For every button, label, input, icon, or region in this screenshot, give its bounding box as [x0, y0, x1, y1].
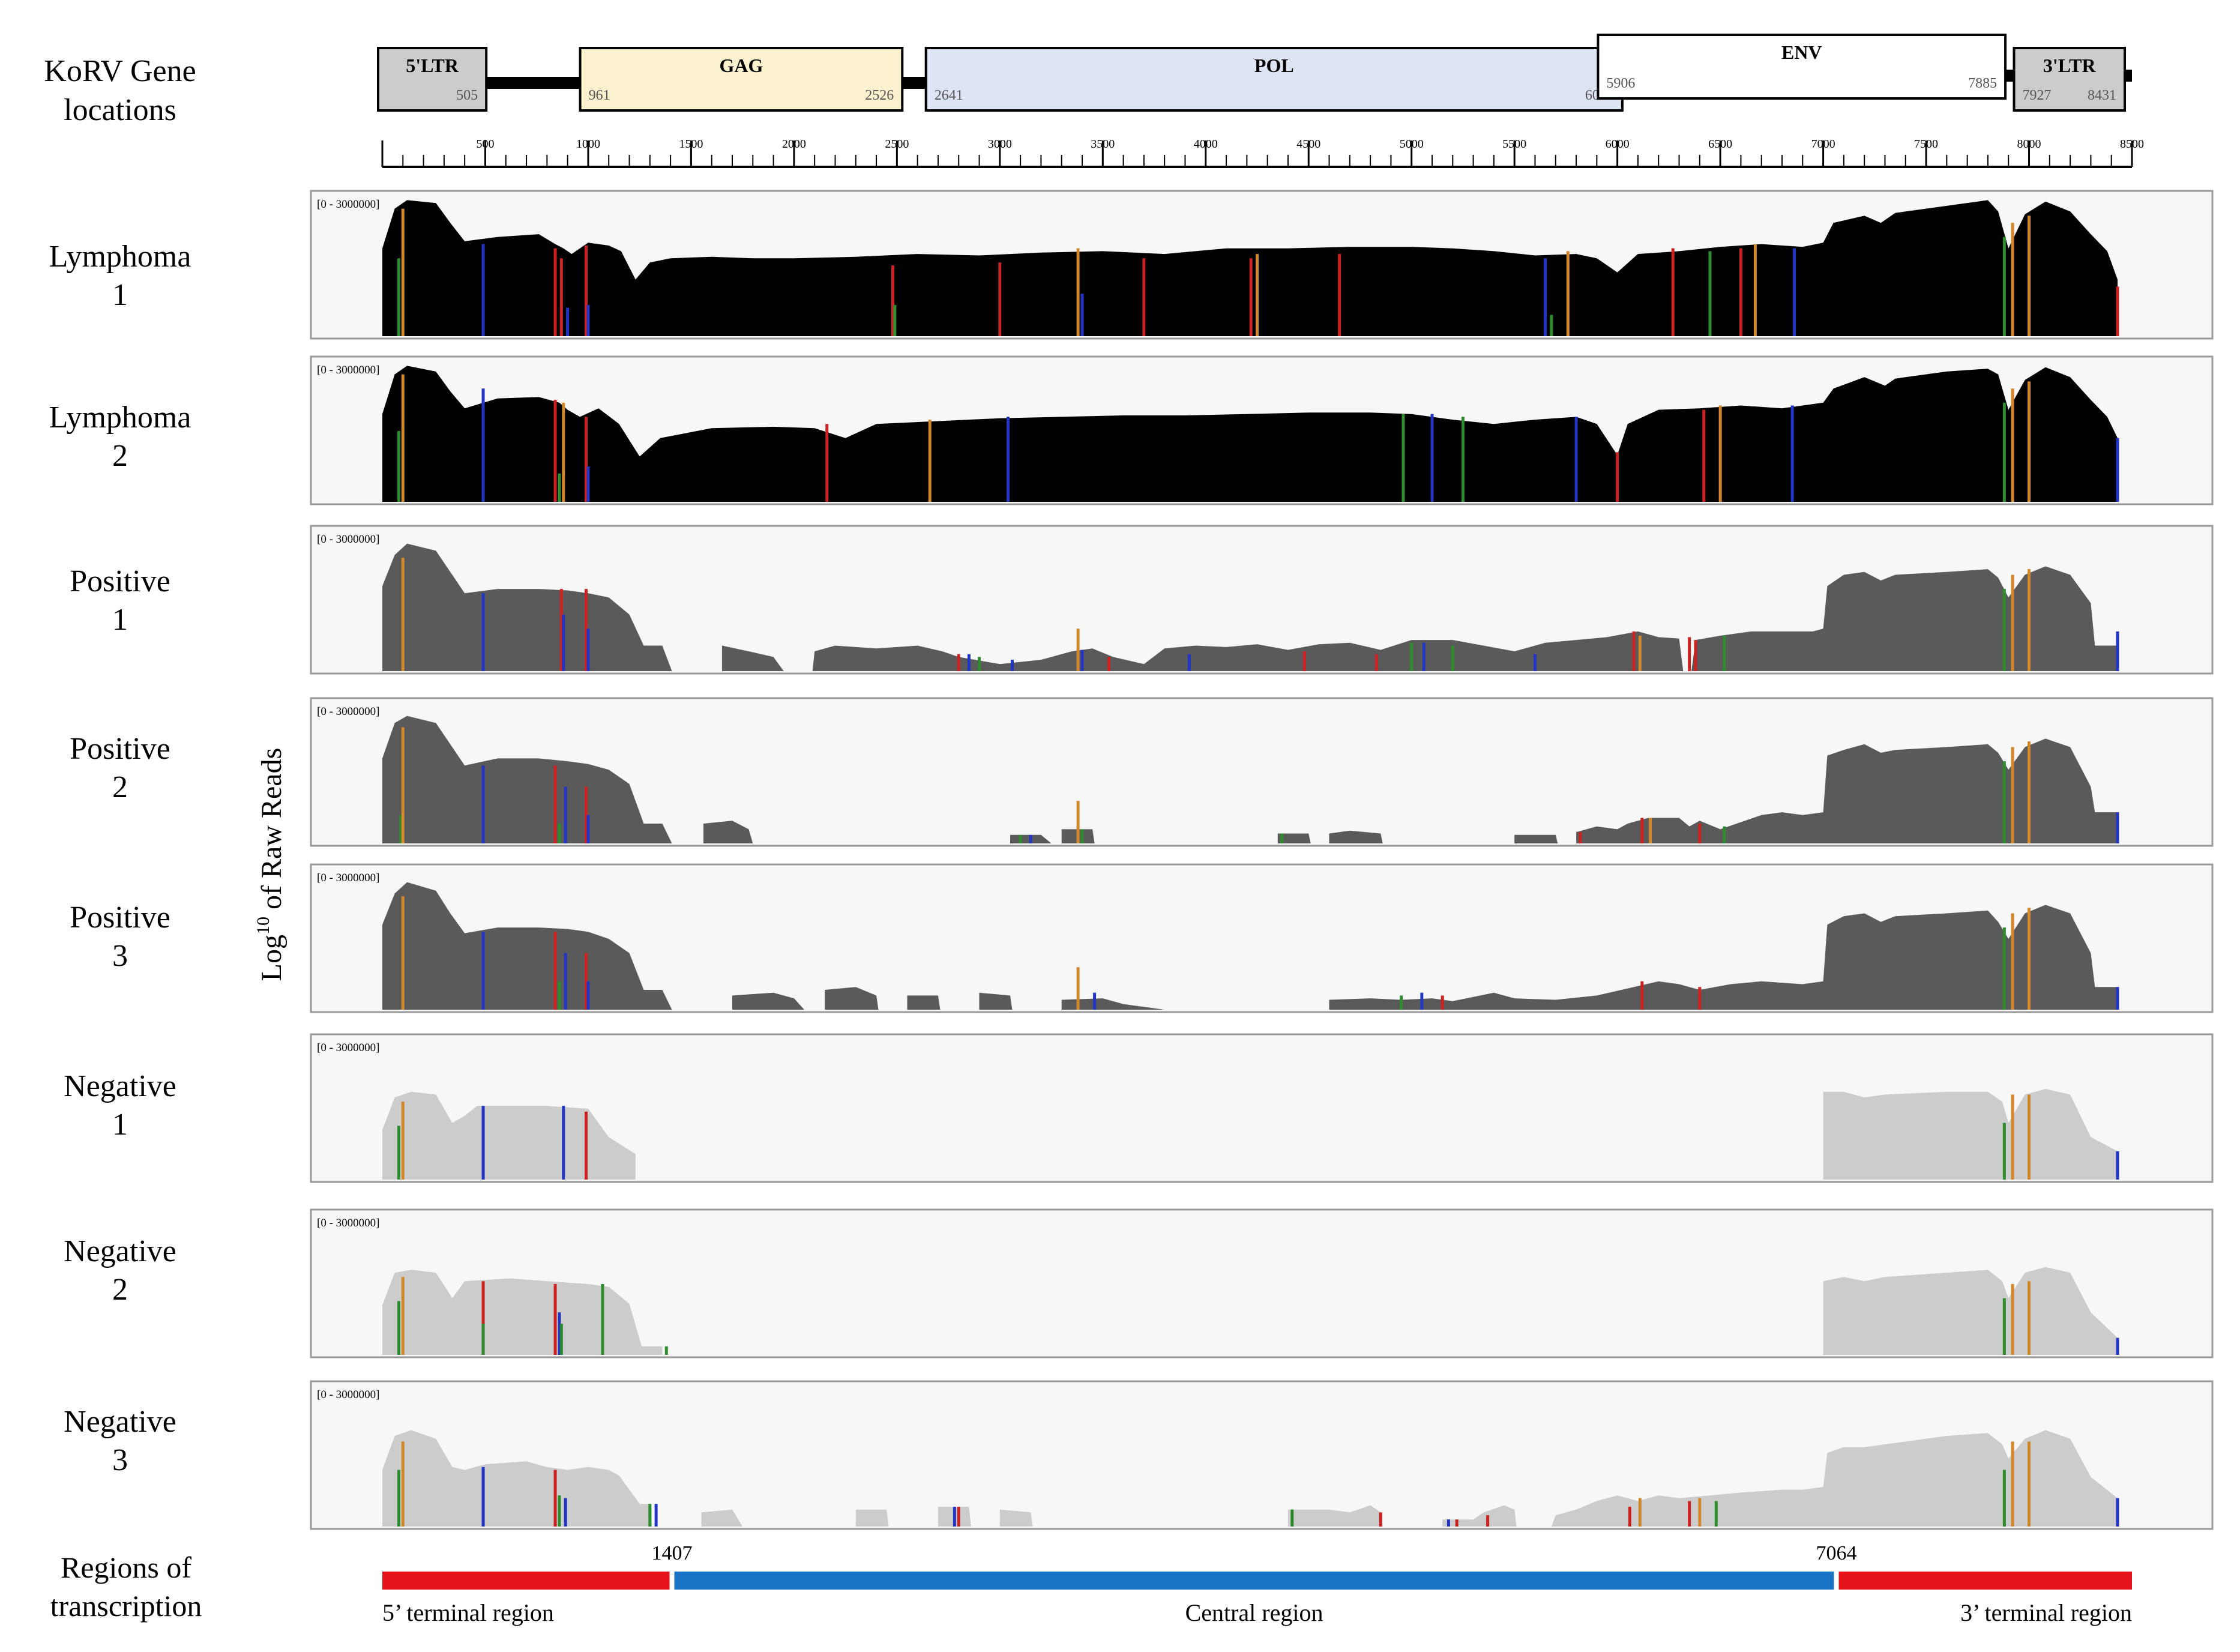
gene-name: 3'LTR [2043, 55, 2097, 76]
region-label: Central region [1185, 1599, 1323, 1626]
position-ruler: 500 1000 1500 2000 2500 3000 3500 4000 4500 5000 5… [381, 137, 2144, 168]
region-label: 3’ terminal region [1960, 1599, 2132, 1626]
track-range-label: [0 - 3000000] [317, 1217, 379, 1229]
transcription-regions: 5’ terminal region Central region 3’ termi… [382, 1542, 2132, 1626]
ruler-tick-label: 5000 [1400, 137, 1424, 151]
track-name-line-1: Positive [70, 564, 170, 598]
gene-box-3ltr [2013, 47, 2126, 112]
gene-start-label: 961 [589, 88, 610, 103]
y-axis-label-prefix: Log [256, 935, 288, 981]
y-axis-label-suffix: of Raw Reads [256, 748, 288, 917]
coverage-area [382, 366, 2118, 502]
region-bar [1838, 1572, 2132, 1590]
track-name-line-2: 3 [112, 939, 128, 973]
ruler-tick-label: 6500 [1708, 137, 1732, 151]
gene-box-5ltr [377, 47, 488, 112]
track-range-label: [0 - 3000000] [317, 198, 379, 211]
ruler-tick-label: 3500 [1091, 137, 1115, 151]
ruler-tick-label: 8500 [2120, 137, 2144, 151]
boundary-label: 7064 [1816, 1542, 1857, 1564]
track-name-line-2: 1 [112, 1108, 128, 1142]
track-range-label: [0 - 3000000] [317, 533, 379, 546]
track-negative-1: [0 - 3000000] Negative 1 [64, 1033, 2214, 1183]
gene-name: POL [1254, 55, 1294, 76]
gene-end-label: 8431 [2088, 88, 2116, 103]
coverage-area [382, 1089, 2118, 1180]
coverage-tracks: [0 - 3000000] Lymphoma 1 [0 - 3000000] Lymph… [49, 190, 2214, 1530]
track-range-label: [0 - 3000000] [317, 1388, 379, 1401]
coverage-area [382, 543, 2118, 671]
coverage-area [382, 1430, 2118, 1527]
ruler-tick-label: 2000 [782, 137, 806, 151]
track-range-label: [0 - 3000000] [317, 872, 379, 884]
gene-end-label: 7885 [1968, 76, 1997, 91]
track-name-line-1: Lymphoma [49, 240, 191, 274]
region-bar [674, 1572, 1834, 1590]
ruler-tick-label: 3000 [988, 137, 1012, 151]
region-bar [382, 1572, 670, 1590]
ruler-tick-label: 5500 [1502, 137, 1526, 151]
ruler-tick-label: 4500 [1296, 137, 1320, 151]
track-positive-2: [0 - 3000000] Positive 2 [70, 697, 2214, 847]
gene-start-label: 2641 [935, 88, 963, 103]
track-name-line-1: Negative [64, 1069, 176, 1103]
track-name-line-2: 2 [112, 1273, 128, 1307]
ruler-tick-label: 500 [476, 137, 494, 151]
gene-start-label: 7927 [2022, 88, 2051, 103]
ruler-tick-label: 4000 [1194, 137, 1218, 151]
ruler-tick-label: 2500 [885, 137, 909, 151]
track-positive-3: [0 - 3000000] Positive 3 [70, 863, 2214, 1013]
ruler-tick-label: 6000 [1606, 137, 1630, 151]
ruler-tick-label: 7000 [1811, 137, 1835, 151]
gene-backbone-4 [2005, 70, 2014, 82]
region-label: 5’ terminal region [382, 1599, 554, 1626]
gene-name: ENV [1781, 41, 1822, 63]
track-name-line-1: Positive [70, 732, 170, 766]
track-name-line-1: Negative [64, 1234, 176, 1268]
track-name-line-2: 1 [112, 278, 128, 312]
gene-header-line-1: KoRV Gene [44, 54, 196, 88]
boundary-label: 1407 [652, 1542, 693, 1564]
ruler-tick-label: 1000 [576, 137, 600, 151]
track-range-label: [0 - 3000000] [317, 1042, 379, 1054]
y-axis-label: Log10 of Raw Reads [253, 748, 288, 981]
track-range-label: [0 - 3000000] [317, 705, 379, 718]
track-name-line-1: Lymphoma [49, 400, 191, 435]
track-name-line-2: 1 [112, 603, 128, 637]
gene-backbone-1 [486, 77, 580, 89]
track-name-line-1: Negative [64, 1405, 176, 1439]
gene-name: 5'LTR [406, 55, 459, 76]
regions-header-line-1: Regions of [61, 1551, 191, 1584]
track-lymphoma-2: [0 - 3000000] Lymphoma 2 [49, 355, 2214, 505]
gene-end-label: 2526 [865, 88, 894, 103]
track-lymphoma-1: [0 - 3000000] Lymphoma 1 [49, 190, 2214, 340]
track-name-line-2: 3 [112, 1443, 128, 1477]
track-positive-1: [0 - 3000000] Positive 1 [70, 525, 2214, 675]
gene-box-gag [579, 47, 904, 112]
y-axis-label-superscript: 10 [253, 917, 273, 935]
gene-backbone-2 [902, 77, 926, 89]
track-range-label: [0 - 3000000] [317, 364, 379, 376]
regions-header-line-2: transcription [50, 1589, 202, 1623]
gene-box-env [1597, 34, 2007, 100]
ruler-tick-label: 8000 [2017, 137, 2041, 151]
track-name-line-2: 2 [112, 439, 128, 473]
track-negative-3: [0 - 3000000] Negative 3 [64, 1380, 2214, 1530]
gene-map: 5'LTR505GAG9612526POL26416024ENV59067885… [377, 34, 2132, 112]
track-name-line-1: Positive [70, 900, 170, 935]
gene-header-line-2: locations [64, 93, 176, 127]
gene-name: GAG [719, 55, 763, 76]
gene-box-pol [924, 47, 1624, 112]
ruler-tick-label: 7500 [1914, 137, 1938, 151]
track-negative-2: [0 - 3000000] Negative 2 [64, 1208, 2214, 1358]
ruler-tick-label: 1500 [679, 137, 703, 151]
track-name-line-2: 2 [112, 770, 128, 804]
gene-start-label: 5906 [1606, 76, 1635, 91]
gene-end-label: 505 [456, 88, 478, 103]
